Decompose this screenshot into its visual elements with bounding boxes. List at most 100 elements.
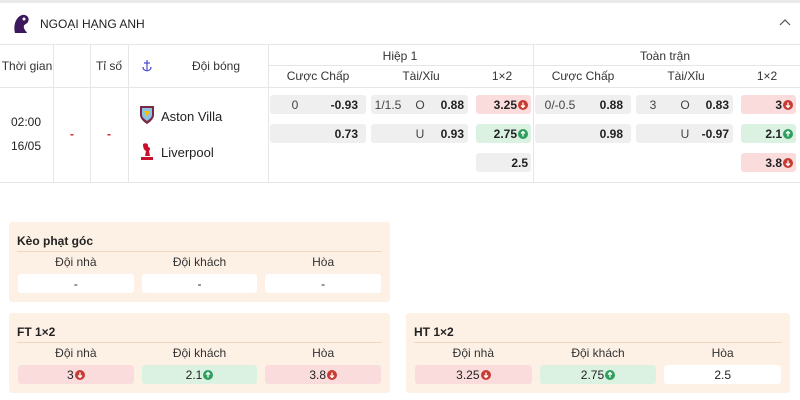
panel-divider [17,251,382,252]
odds-cell[interactable]: 3 [741,95,796,114]
odds-cell[interactable]: - [265,274,381,293]
match-date: 16/05 [10,139,42,153]
odds-price: 3.25 [493,97,517,112]
collapse-icon[interactable] [779,19,791,27]
more-button-label: 7 kèo [698,191,729,205]
trend-down-icon [327,369,337,380]
odds-cell[interactable]: 2.75 [476,124,531,143]
panel-column-header: Đội nhà [55,346,97,360]
panel-column-header: Đội khách [571,346,625,360]
panel-column-header: Đội nhà [55,255,97,269]
panel-title: Kèo phạt góc [17,234,94,248]
panel-column-header: Hòa [312,346,335,360]
trend-up-icon [518,128,528,139]
odds-cell[interactable]: 3 O 0.83 [636,95,733,114]
column-header: Cược Chấp [551,69,615,83]
section-title: Hiệp 1 [382,49,418,63]
team-name: Aston Villa [161,109,223,124]
panel-column-header: Đội khách [172,346,227,360]
odds-price: -0.93 [330,98,358,112]
aston-villa-logo [140,106,154,124]
header-line [0,87,800,88]
panel-title: FT 1×2 [17,325,56,339]
trend-down-icon [480,369,491,380]
odds-cell[interactable]: 3.8 [265,365,381,384]
odds-price: 2.1 [765,126,782,141]
odds-cell[interactable]: 3.25 [476,95,531,114]
handicap-line: 0 [291,98,299,112]
column-divider [90,45,91,182]
odds-price: 0.88 [599,98,623,112]
panel-column-header: Hòa [711,346,734,360]
odds-price: 2.1 [185,367,203,382]
panel: HT 1×2 Đội nhà 3.25 Đội khách 2.75 Hòa 2.5 [406,313,790,393]
odds-cell[interactable]: 3.8 [741,153,796,172]
trend-down-icon [783,157,793,168]
panel: Kèo phạt góc Đội nhà - Đội khách - Hòa - [9,222,390,302]
column-header: 1×2 [491,69,513,83]
odds-cell[interactable]: U 0.93 [371,124,468,143]
column-divider [53,45,54,182]
side: O [680,98,690,112]
odds-cell[interactable]: - [18,274,134,293]
score: - [107,127,111,141]
odds-price: - [321,276,326,291]
odds-cell[interactable]: 2.75 [539,365,657,384]
panel-column-header: Đội nhà [452,346,495,360]
row-line [0,182,800,183]
trend-up-icon [203,369,214,380]
handicap-line: 0/-0.5 [544,98,576,112]
odds-cell[interactable]: 0 -0.93 [270,95,366,114]
column-header: Cược Chấp [286,69,350,83]
column-header: Tài/Xỉu [667,69,705,83]
odds-cell[interactable]: 2.5 [476,153,531,172]
odds-price: 0.93 [440,127,464,141]
odds-price: 3 [66,367,74,382]
odds-price: 3.8 [309,367,326,382]
odds-cell[interactable]: 2.1 [141,365,258,384]
header-line [268,65,800,66]
total-line: 1/1.5 [374,98,402,112]
top-strip [0,0,800,3]
side: U [680,127,690,141]
trend-down-icon [518,99,528,110]
odds-price: 2.5 [714,367,731,382]
odds-cell[interactable]: 3 [18,365,134,384]
odds-price: 0.98 [599,127,623,141]
column-divider [128,45,129,182]
odds-price: 2.75 [580,367,605,382]
odds-cell[interactable]: U -0.97 [636,124,733,143]
odds-cell[interactable]: 3.25 [415,365,532,384]
odds-cell[interactable]: - [141,274,258,293]
column-header: Tỉ số [95,59,122,73]
odds-cell[interactable]: 2.1 [741,124,796,143]
header-line [0,44,800,45]
odds-price: - [197,276,202,291]
odds-cell[interactable]: 0/-0.5 0.88 [535,95,631,114]
total-line: 3 [649,98,657,112]
more-collapse-icon[interactable] [775,194,787,202]
odds-cell[interactable]: 0.98 [535,124,631,143]
trend-down-icon [783,99,793,110]
odds-price: - [73,276,78,291]
odds-cell[interactable]: 2.5 [664,365,781,384]
odds-price: 0.88 [440,98,464,112]
odds-cell[interactable]: 0.73 [270,124,366,143]
section-title: Toàn trận [639,49,691,63]
side: O [415,98,425,112]
odds-cell[interactable]: 1/1.5 O 0.88 [371,95,468,114]
panel-column-header: Đội khách [172,255,227,269]
team-column-icon [142,60,152,72]
column-divider [533,45,534,182]
team-name: Liverpool [161,145,214,160]
odds-price: 0.83 [705,98,729,112]
odds-price: -0.97 [701,127,729,141]
column-header: Thời gian [1,59,53,73]
match-time: 02:00 [10,115,42,129]
league-title: NGOẠI HẠNG ANH [40,17,145,31]
panel: FT 1×2 Đội nhà 3 Đội khách 2.1 Hòa 3.8 [9,313,390,393]
odds-price: 3 [775,97,782,112]
side: U [415,127,425,141]
panel-divider [17,342,382,343]
